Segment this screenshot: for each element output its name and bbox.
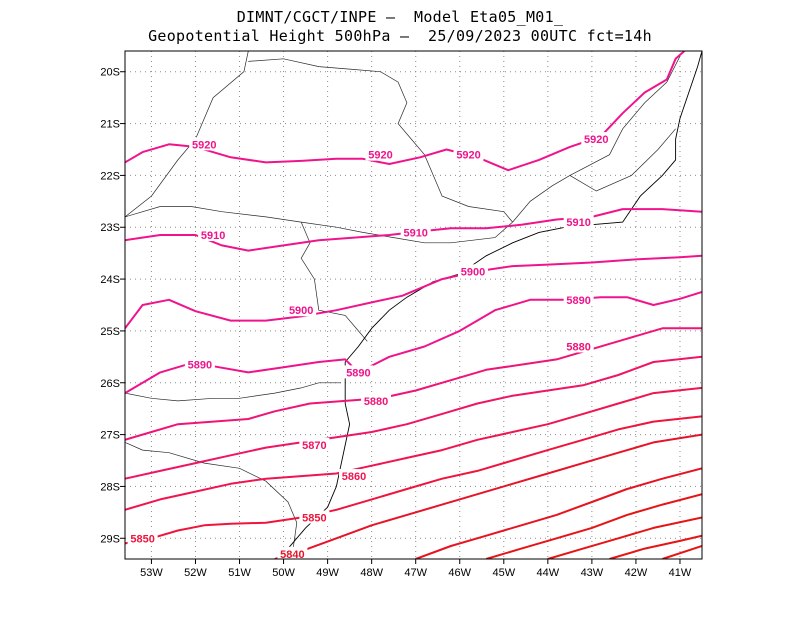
x-tick-label: 48W	[360, 567, 383, 579]
contour-label-bg	[277, 546, 308, 560]
contour-label: 5860	[342, 471, 366, 483]
y-tick-label: 25S	[100, 326, 120, 338]
contour-label: 5910	[201, 230, 225, 242]
y-tick-label: 20S	[100, 67, 120, 79]
contour-label: 5880	[566, 341, 590, 353]
coastline-segment	[278, 51, 702, 559]
contour-label-bg	[563, 292, 594, 306]
contour-5850	[125, 415, 702, 545]
x-tick-label: 51W	[228, 567, 251, 579]
x-tick-label: 46W	[448, 567, 471, 579]
map-title-line-1: DIMNT/CGCT/INPE – Model Eta05_M01_	[236, 8, 564, 26]
y-tick-label: 27S	[100, 430, 120, 442]
y-tick-label: 23S	[100, 222, 120, 234]
height-contours	[125, 51, 702, 559]
contour-5810	[547, 516, 702, 559]
contour-label: 5920	[584, 134, 608, 146]
contour-label: 5890	[188, 360, 212, 372]
grid-lines	[125, 51, 702, 559]
contour-5870	[125, 355, 702, 480]
contour-label-bg	[361, 393, 392, 407]
y-tick-label: 28S	[100, 481, 120, 493]
x-tick-label: 42W	[625, 567, 648, 579]
contour-label-bg	[198, 228, 229, 242]
contour-5880	[125, 327, 702, 441]
contour-label: 5840	[280, 549, 304, 561]
contour-label: 5850	[302, 513, 326, 525]
contour-5790	[662, 545, 702, 559]
contour-label-bg	[299, 510, 330, 524]
map-title-line-2: Geopotential Height 500hPa – 25/09/2023 …	[148, 27, 652, 45]
contour-label-bg	[581, 132, 612, 146]
contour-5820	[485, 493, 702, 559]
contour-label-bg	[457, 264, 488, 278]
axis-ticks: 53W 52W 51W 50W 49W 48W 47W 46W 45W 44W 43W 42W 41W 2…	[100, 67, 691, 579]
x-tick-label: 47W	[404, 567, 427, 579]
contour-label: 5920	[368, 150, 392, 162]
contour-label: 5910	[403, 227, 427, 239]
contour-label-bg	[286, 303, 317, 317]
map-frame	[124, 50, 703, 560]
contour-label-bg	[189, 137, 220, 151]
y-tick-label: 29S	[100, 533, 120, 545]
contour-5830	[415, 467, 702, 559]
contour-5900	[125, 254, 702, 329]
contour-label: 5890	[566, 295, 590, 307]
contour-5800	[609, 534, 702, 559]
contour-5920	[125, 51, 686, 172]
contour-5860	[125, 386, 702, 511]
x-tick-label: 45W	[492, 567, 515, 579]
contour-label: 5920	[456, 150, 480, 162]
contour-label-bg	[299, 437, 330, 451]
y-tick-label: 24S	[100, 274, 120, 286]
contour-labels: 5920 5920 5920 5920 5910 5910 5910 5900 5900 5890…	[127, 132, 612, 561]
y-tick-label: 22S	[100, 170, 120, 182]
state-border	[125, 51, 249, 218]
state-border	[512, 56, 681, 223]
contour-label-bg	[563, 339, 594, 353]
contour-label: 5900	[461, 266, 485, 278]
y-tick-label: 26S	[100, 378, 120, 390]
contour-label-bg	[343, 365, 374, 379]
x-tick-label: 53W	[140, 567, 163, 579]
x-tick-label: 41W	[669, 567, 692, 579]
state-border	[125, 382, 341, 402]
state-border	[125, 206, 513, 244]
x-tick-label: 50W	[272, 567, 295, 579]
contour-label-bg	[184, 357, 215, 371]
contour-label: 5850	[130, 533, 154, 545]
coastline	[278, 51, 702, 559]
y-tick-label: 21S	[100, 119, 120, 131]
contour-label: 5880	[364, 396, 388, 408]
x-tick-label: 52W	[184, 567, 207, 579]
contour-label: 5890	[346, 367, 370, 379]
x-tick-label: 43W	[581, 567, 604, 579]
contour-label-bg	[453, 147, 484, 161]
contour-label-bg	[365, 147, 396, 161]
state-border	[125, 442, 298, 554]
contour-5840	[274, 433, 702, 559]
x-tick-label: 49W	[316, 567, 339, 579]
state-border	[569, 128, 676, 192]
contour-label: 5900	[289, 305, 313, 317]
contour-label: 5920	[192, 139, 216, 151]
political-borders	[125, 51, 681, 554]
contour-label-bg	[339, 469, 370, 483]
contour-label-bg	[563, 215, 594, 229]
state-border	[248, 58, 513, 223]
state-border	[300, 221, 368, 342]
contour-label: 5910	[566, 217, 590, 229]
contour-label: 5870	[302, 440, 326, 452]
x-tick-label: 44W	[537, 567, 560, 579]
contour-label-bg	[400, 225, 431, 239]
contour-label-bg	[127, 531, 158, 545]
